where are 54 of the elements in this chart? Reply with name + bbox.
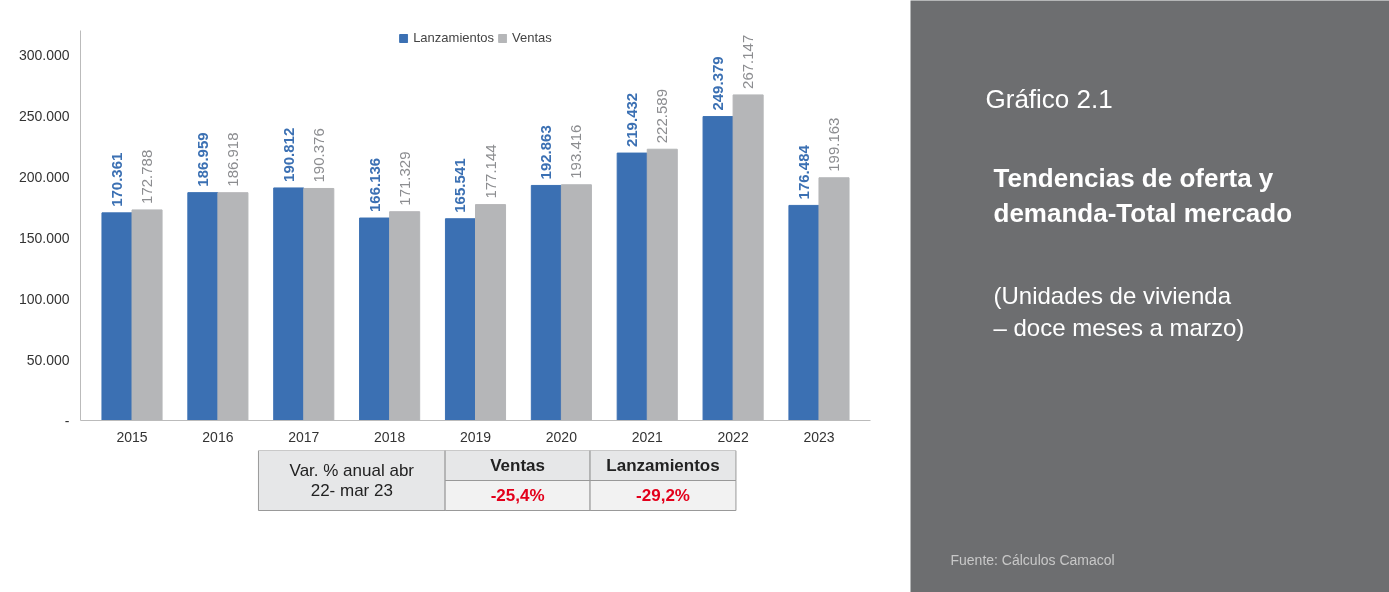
data-label: 190.812 [279,127,297,182]
x-tick-label: 2022 [717,428,749,445]
bar [788,204,820,421]
source-note: Fuente: Cálculos Camacol [950,551,1115,568]
x-tick-label: 2023 [803,428,835,445]
data-label: 166.136 [365,157,383,213]
x-tick-label: 2020 [545,428,578,445]
y-tick-label: 150.000 [18,229,70,246]
data-label: 186.918 [223,132,241,187]
data-label: 199.163 [825,117,843,172]
y-tick-label: - [64,412,70,429]
bar [530,184,562,421]
data-label: 267.147 [739,34,757,89]
data-label: 176.484 [794,144,812,200]
data-label: 222.589 [653,88,671,144]
data-label: 165.541 [451,158,469,213]
bar [702,116,734,421]
bar [101,212,133,421]
x-tick-label: 2019 [459,428,492,445]
legend-label: Lanzamientos [413,30,495,45]
text: -29,2% [636,486,690,505]
text: Ventas [490,456,546,475]
x-tick-label: 2021 [631,428,664,445]
text: Tendencias de oferta y demanda-Total mercado [993,162,1293,228]
data-label: 171.329 [395,151,413,206]
data-label: 172.788 [138,149,156,204]
data-label: 249.379 [709,56,727,111]
text: Lanzamientos [606,456,720,475]
x-tick-label: 2017 [288,428,320,445]
y-tick-label: 50.000 [26,351,70,368]
data-label: 186.959 [193,132,211,187]
data-label: 190.376 [309,128,327,183]
bar [359,217,391,421]
bar [273,187,305,421]
x-tick-label: 2015 [116,428,148,445]
text: Var. % anual abr 22- mar 23 [289,461,415,500]
bar [616,152,648,421]
text: (Unidades de vivienda – doce meses a marzo) [993,282,1245,341]
x-tick-label: 2018 [374,428,406,445]
y-tick-label: 200.000 [18,168,70,185]
data-label: 170.361 [107,152,125,207]
data-label: 192.863 [537,125,555,180]
text: Gráfico 2.1 [985,83,1113,114]
y-tick-label: 300.000 [18,46,70,63]
bar [444,218,476,421]
data-label: 193.416 [567,124,585,179]
legend-label: Ventas [512,30,552,45]
y-tick-label: 250.000 [18,107,70,124]
text: -25,4% [490,486,545,505]
data-label: 219.432 [623,92,641,148]
bar [187,192,219,421]
data-label: 177.144 [481,144,499,199]
x-tick-label: 2016 [202,428,234,445]
y-tick-label: 100.000 [18,290,70,307]
